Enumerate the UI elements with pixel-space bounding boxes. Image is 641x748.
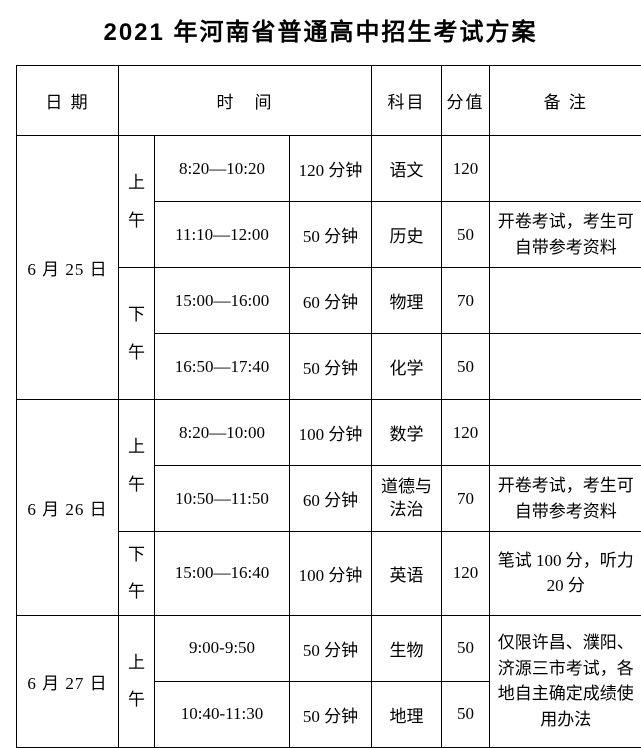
table-header-row: 日 期 时 间 科目 分值 备 注: [17, 66, 641, 136]
subject-cell: 生物: [372, 615, 442, 681]
subject-cell: 语文: [372, 136, 442, 202]
score-cell: 70: [442, 268, 490, 334]
header-subject: 科目: [372, 66, 442, 136]
exam-schedule-table: 日 期 时 间 科目 分值 备 注 6 月 25 日 上午 8:20—10:20…: [16, 65, 641, 748]
score-cell: 50: [442, 202, 490, 268]
remark-cell: [490, 400, 641, 466]
score-cell: 70: [442, 466, 490, 532]
header-remark: 备 注: [490, 66, 641, 136]
remark-cell: [490, 334, 641, 400]
score-cell: 120: [442, 136, 490, 202]
date-cell: 6 月 25 日: [17, 136, 119, 400]
remark-cell: 笔试 100 分，听力 20 分: [490, 532, 641, 616]
time-cell: 15:00—16:00: [155, 268, 290, 334]
duration-cell: 50 分钟: [290, 615, 372, 681]
session-cell: 上午: [119, 136, 155, 268]
header-time: 时 间: [119, 66, 372, 136]
subject-cell: 英语: [372, 532, 442, 616]
time-cell: 10:50—11:50: [155, 466, 290, 532]
remark-cell: [490, 136, 641, 202]
time-cell: 8:20—10:00: [155, 400, 290, 466]
table-row: 6 月 25 日 上午 8:20—10:20 120 分钟 语文 120: [17, 136, 641, 202]
duration-cell: 60 分钟: [290, 466, 372, 532]
score-cell: 50: [442, 681, 490, 747]
table-row: 6 月 26 日 上午 8:20—10:00 100 分钟 数学 120: [17, 400, 641, 466]
subject-cell: 化学: [372, 334, 442, 400]
header-score: 分值: [442, 66, 490, 136]
time-cell: 9:00-9:50: [155, 615, 290, 681]
table-row: 6 月 27 日 上午 9:00-9:50 50 分钟 生物 50 仅限许昌、濮…: [17, 615, 641, 681]
duration-cell: 100 分钟: [290, 400, 372, 466]
remark-cell: 仅限许昌、濮阳、济源三市考试，各地自主确定成绩使用办法: [490, 615, 641, 747]
score-cell: 50: [442, 334, 490, 400]
remark-cell: 开卷考试，考生可自带参考资料: [490, 202, 641, 268]
table-body: 6 月 25 日 上午 8:20—10:20 120 分钟 语文 120 11:…: [17, 136, 641, 748]
time-cell: 10:40-11:30: [155, 681, 290, 747]
duration-cell: 50 分钟: [290, 334, 372, 400]
remark-cell: [490, 268, 641, 334]
score-cell: 120: [442, 400, 490, 466]
duration-cell: 100 分钟: [290, 532, 372, 616]
time-cell: 11:10—12:00: [155, 202, 290, 268]
duration-cell: 50 分钟: [290, 681, 372, 747]
session-cell: 上午: [119, 615, 155, 747]
score-cell: 50: [442, 615, 490, 681]
subject-cell: 历史: [372, 202, 442, 268]
duration-cell: 60 分钟: [290, 268, 372, 334]
time-cell: 16:50—17:40: [155, 334, 290, 400]
session-cell: 下午: [119, 268, 155, 400]
duration-cell: 50 分钟: [290, 202, 372, 268]
date-cell: 6 月 26 日: [17, 400, 119, 616]
time-cell: 8:20—10:20: [155, 136, 290, 202]
subject-cell: 物理: [372, 268, 442, 334]
page-title: 2021 年河南省普通高中招生考试方案: [0, 12, 641, 47]
subject-cell: 数学: [372, 400, 442, 466]
score-cell: 120: [442, 532, 490, 616]
subject-cell: 道德与法治: [372, 466, 442, 532]
date-cell: 6 月 27 日: [17, 615, 119, 747]
header-date: 日 期: [17, 66, 119, 136]
session-cell: 下午: [119, 532, 155, 616]
session-cell: 上午: [119, 400, 155, 532]
time-cell: 15:00—16:40: [155, 532, 290, 616]
remark-cell: 开卷考试，考生可自带参考资料: [490, 466, 641, 532]
duration-cell: 120 分钟: [290, 136, 372, 202]
subject-cell: 地理: [372, 681, 442, 747]
